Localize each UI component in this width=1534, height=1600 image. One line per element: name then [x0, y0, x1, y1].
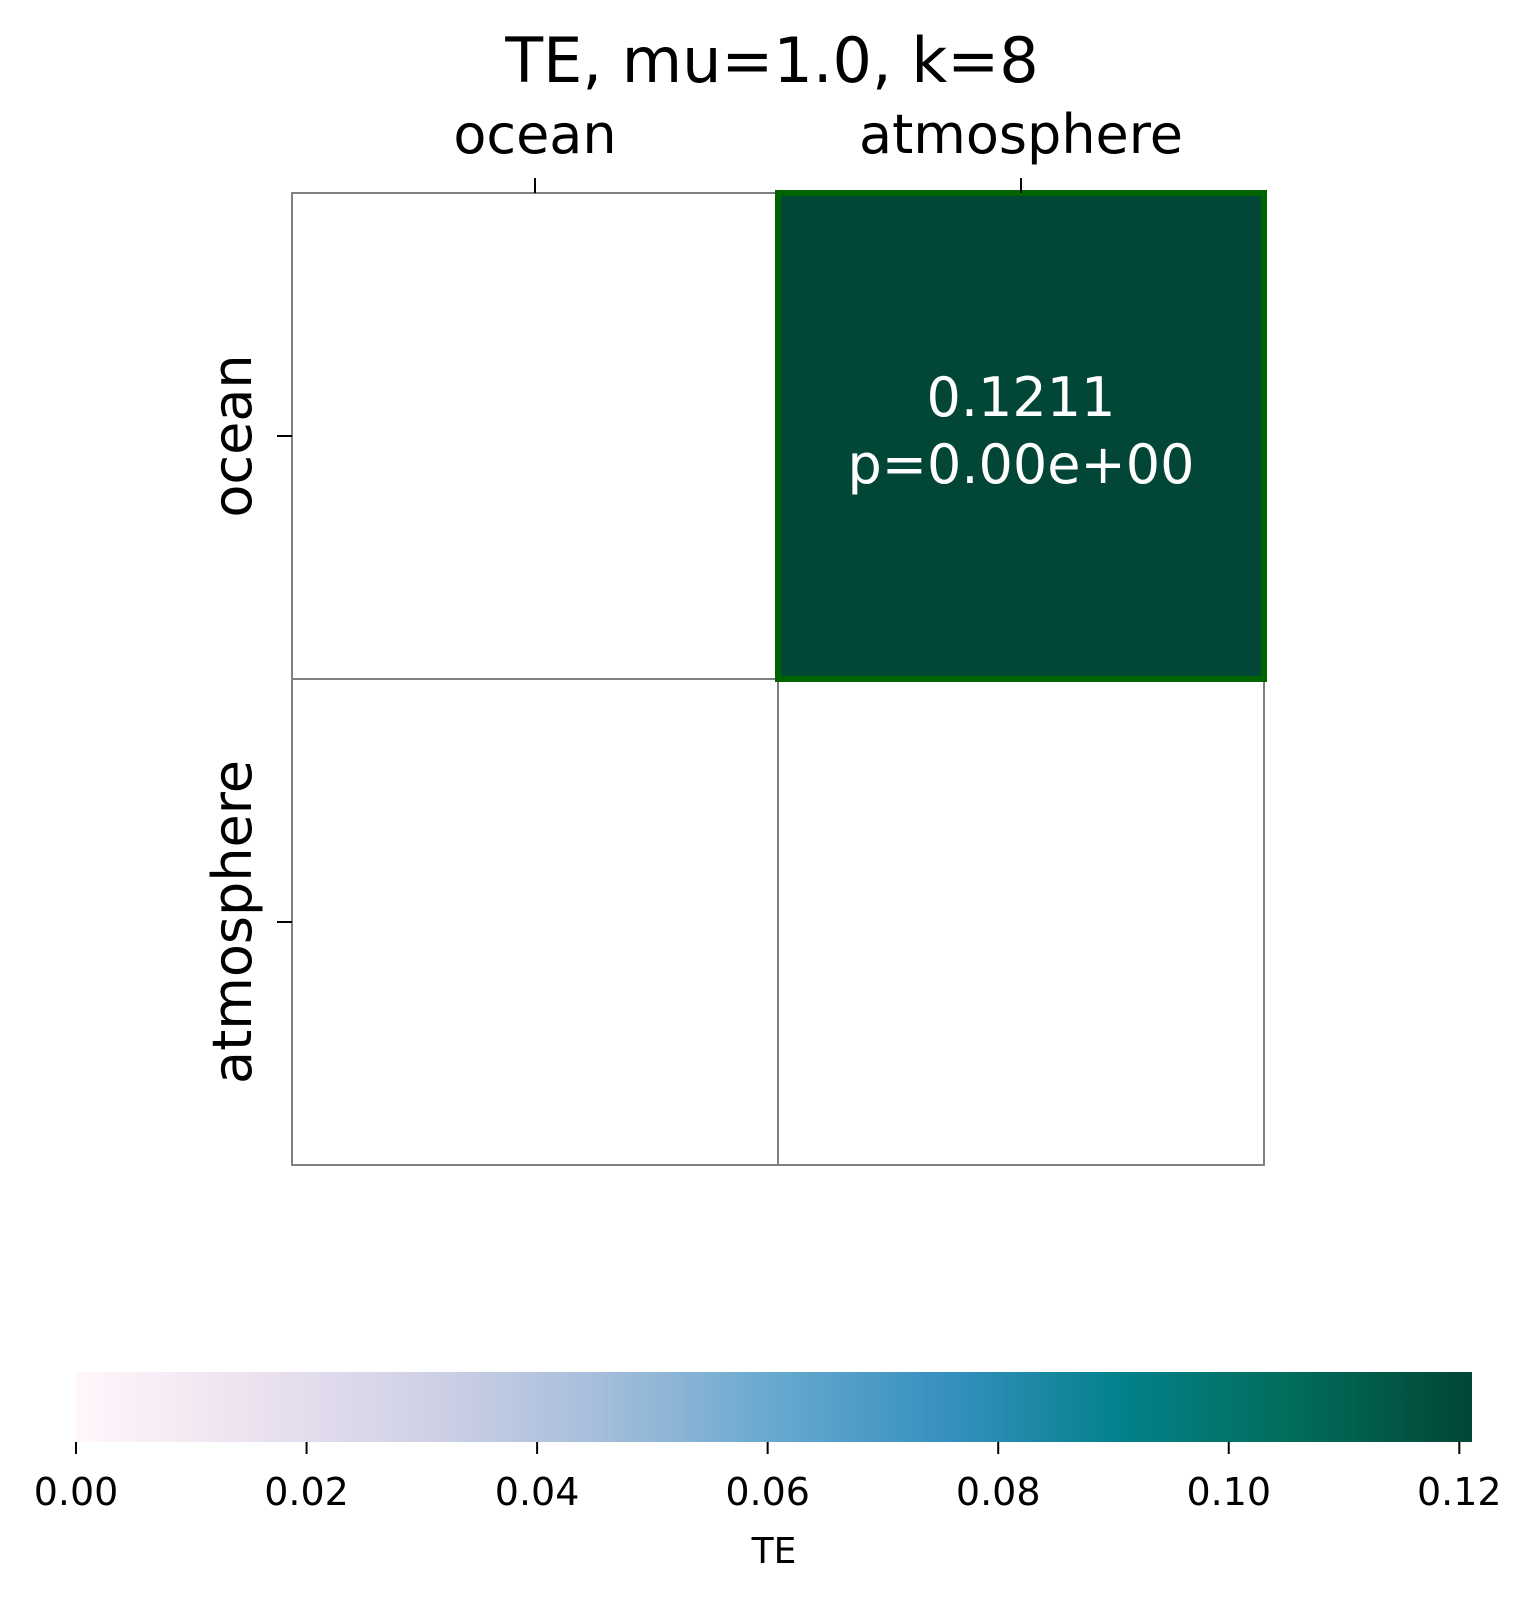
colorbar: TE 0.00 0.02 0.04 0.06 0.08 0.10 0.12 — [34, 1372, 1502, 1572]
chart-title: TE, mu=1.0, k=8 — [504, 24, 1038, 97]
cell-pvalue-label: p=0.00e+00 — [848, 433, 1195, 496]
heatmap-cell — [291, 678, 779, 1166]
cell-value-label: 0.1211 — [927, 366, 1116, 429]
y-tick-label: ocean — [201, 354, 264, 517]
colorbar-tick-label: 0.08 — [956, 1470, 1041, 1514]
colorbar-tick-label: 0.10 — [1186, 1470, 1271, 1514]
y-tick-label: atmosphere — [201, 760, 264, 1084]
x-tick-label: atmosphere — [859, 103, 1183, 166]
colorbar-tick-label: 0.04 — [495, 1470, 580, 1514]
colorbar-tick-label: 0.06 — [725, 1470, 810, 1514]
colorbar-label: TE — [751, 1531, 797, 1572]
heatmap-cell — [291, 192, 779, 680]
colorbar-tick-label: 0.00 — [34, 1470, 119, 1514]
heatmap-cell-highlighted — [775, 190, 1267, 682]
colorbar-tick-label: 0.12 — [1417, 1470, 1502, 1514]
x-tick-label: ocean — [453, 103, 616, 166]
axis-labels: ocean atmosphere ocean atmosphere — [201, 103, 1183, 1084]
colorbar-gradient — [76, 1372, 1472, 1442]
heatmap-cell — [777, 678, 1265, 1166]
colorbar-tick-label: 0.02 — [264, 1470, 349, 1514]
